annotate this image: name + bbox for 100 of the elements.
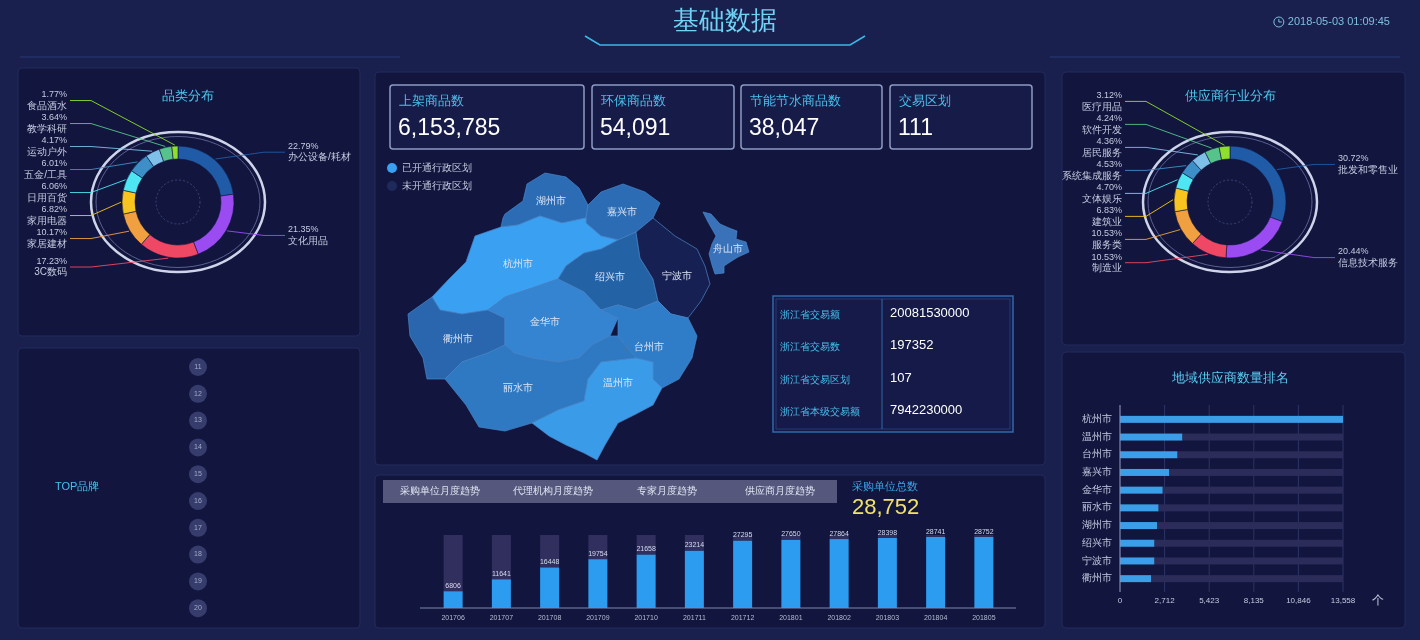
bar xyxy=(781,539,801,608)
category-label: 浙江省交易额 xyxy=(780,308,840,320)
bar xyxy=(1120,504,1159,512)
y-tick-label: 衢州市 xyxy=(1082,572,1112,584)
bar xyxy=(636,554,656,608)
bar xyxy=(1120,522,1158,530)
category-label: 绍兴市 xyxy=(595,270,625,282)
slice-label: 3C数码 xyxy=(34,266,67,278)
bar xyxy=(540,567,560,608)
y-tick-label: 湖州市 xyxy=(1082,519,1112,531)
category-label: 湖州市 xyxy=(536,194,566,206)
bar xyxy=(1120,468,1170,476)
text: TOP品牌 xyxy=(55,479,100,492)
slice-label: 办公设备/耗材 xyxy=(288,151,351,163)
slice-label: 文体娱乐 xyxy=(1082,192,1122,204)
text: 2018-05-03 01:09:45 xyxy=(1287,14,1390,27)
data-label: 4.36% xyxy=(1096,136,1122,147)
text: 专家月度趋势 xyxy=(636,485,697,497)
category-label: 采购单位总数 xyxy=(852,479,918,492)
category-label: 环保商品数 xyxy=(601,93,666,109)
text: 6,153,785 xyxy=(398,114,501,141)
slice-label: 服务类 xyxy=(1092,238,1122,250)
y-tick-label: 嘉兴市 xyxy=(1082,466,1112,478)
data-label: 4.24% xyxy=(1096,113,1122,124)
slice-label: 家用电器 xyxy=(27,214,67,226)
bar xyxy=(1120,451,1178,459)
data-label: 17.23% xyxy=(36,255,67,266)
slice-label: 批发和零售业 xyxy=(1338,163,1398,175)
x-axis-title: 个 xyxy=(1372,593,1384,608)
bar xyxy=(1120,557,1155,565)
slice-label: 教学科研 xyxy=(27,122,67,134)
bar xyxy=(926,536,946,608)
data-label: 6.01% xyxy=(41,158,67,169)
y-tick-label: 金华市 xyxy=(1082,483,1112,495)
category-label: 上架商品数 xyxy=(399,93,464,109)
category-label: 浙江省交易数 xyxy=(780,341,840,353)
bar xyxy=(733,540,753,608)
x-tick-label: 10,846 xyxy=(1286,596,1312,606)
bar xyxy=(1120,486,1163,494)
x-tick-label: 8,135 xyxy=(1243,596,1265,606)
text: 供应商月度趋势 xyxy=(745,485,816,497)
bar xyxy=(443,591,463,608)
data-label: 197352 xyxy=(890,337,934,353)
bar xyxy=(829,539,849,608)
category-label: 台州市 xyxy=(634,340,664,352)
category-label: 浙江省交易区划 xyxy=(780,373,850,385)
text: 38,047 xyxy=(749,114,820,141)
category-label: 衢州市 xyxy=(443,332,473,344)
slice-label: 医疗用品 xyxy=(1082,100,1122,112)
category-label: 已开通行政区划 xyxy=(402,161,472,173)
slice-label: 制造业 xyxy=(1092,261,1122,273)
category-label: 交易区划 xyxy=(899,93,951,109)
slice-label: 家居建材 xyxy=(27,237,67,249)
bar xyxy=(1120,415,1343,423)
bar xyxy=(443,535,463,592)
category-label: 丽水市 xyxy=(503,381,533,393)
y-tick-label: 丽水市 xyxy=(1082,501,1112,513)
x-tick-label: 5,423 xyxy=(1199,596,1220,606)
data-label: 30.72% xyxy=(1338,153,1369,164)
slice-label: 系统集成服务 xyxy=(1062,169,1122,181)
data-label: 10.17% xyxy=(36,227,67,238)
data-label: 20081530000 xyxy=(890,304,970,320)
x-tick-label: 0 xyxy=(1117,596,1123,606)
chart-title: 供应商行业分布 xyxy=(1184,88,1276,104)
data-label: 10.53% xyxy=(1091,251,1122,262)
category-label: 舟山市 xyxy=(713,242,743,254)
bar xyxy=(1120,575,1152,583)
data-label: 1.77% xyxy=(41,89,67,100)
slice-label: 软件开发 xyxy=(1082,123,1122,135)
bar xyxy=(491,535,511,580)
slice-label: 五金/工具 xyxy=(24,168,67,180)
category-label: 宁波市 xyxy=(662,269,692,281)
slice-label: 建筑业 xyxy=(1091,215,1122,227)
category-label: 未开通行政区划 xyxy=(402,179,472,191)
chart-title: 地域供应商数量排名 xyxy=(1170,370,1289,386)
slice-label: 运动户外 xyxy=(27,145,67,157)
slice-label: 日用百货 xyxy=(27,191,67,203)
data-label: 107 xyxy=(890,369,912,385)
data-label: 22.79% xyxy=(288,141,319,152)
data-label: 4.70% xyxy=(1096,182,1122,193)
data-label: 3.12% xyxy=(1096,90,1122,101)
y-tick-label: 台州市 xyxy=(1082,448,1112,460)
bar xyxy=(491,579,511,608)
chart-title: 品类分布 xyxy=(162,88,214,104)
data-label: 21.35% xyxy=(288,224,319,235)
text: 28,752 xyxy=(852,493,920,519)
data-label: 6.06% xyxy=(41,181,67,192)
y-tick-label: 杭州市 xyxy=(1081,412,1112,424)
data-label: 3.64% xyxy=(41,112,67,123)
bar xyxy=(877,535,897,538)
slice-label: 文化用品 xyxy=(288,234,328,246)
data-label: 4.17% xyxy=(41,135,67,146)
category-label: 浙江省本级交易额 xyxy=(780,406,860,418)
slice-label: 信息技术服务 xyxy=(1338,256,1398,268)
slice-label: 食品酒水 xyxy=(27,99,67,111)
category-label: 温州市 xyxy=(603,376,633,388)
text: 111 xyxy=(898,114,933,141)
data-label: 4.53% xyxy=(1096,159,1122,170)
slice-label: 居民服务 xyxy=(1082,146,1122,158)
text: 54,091 xyxy=(600,114,671,141)
